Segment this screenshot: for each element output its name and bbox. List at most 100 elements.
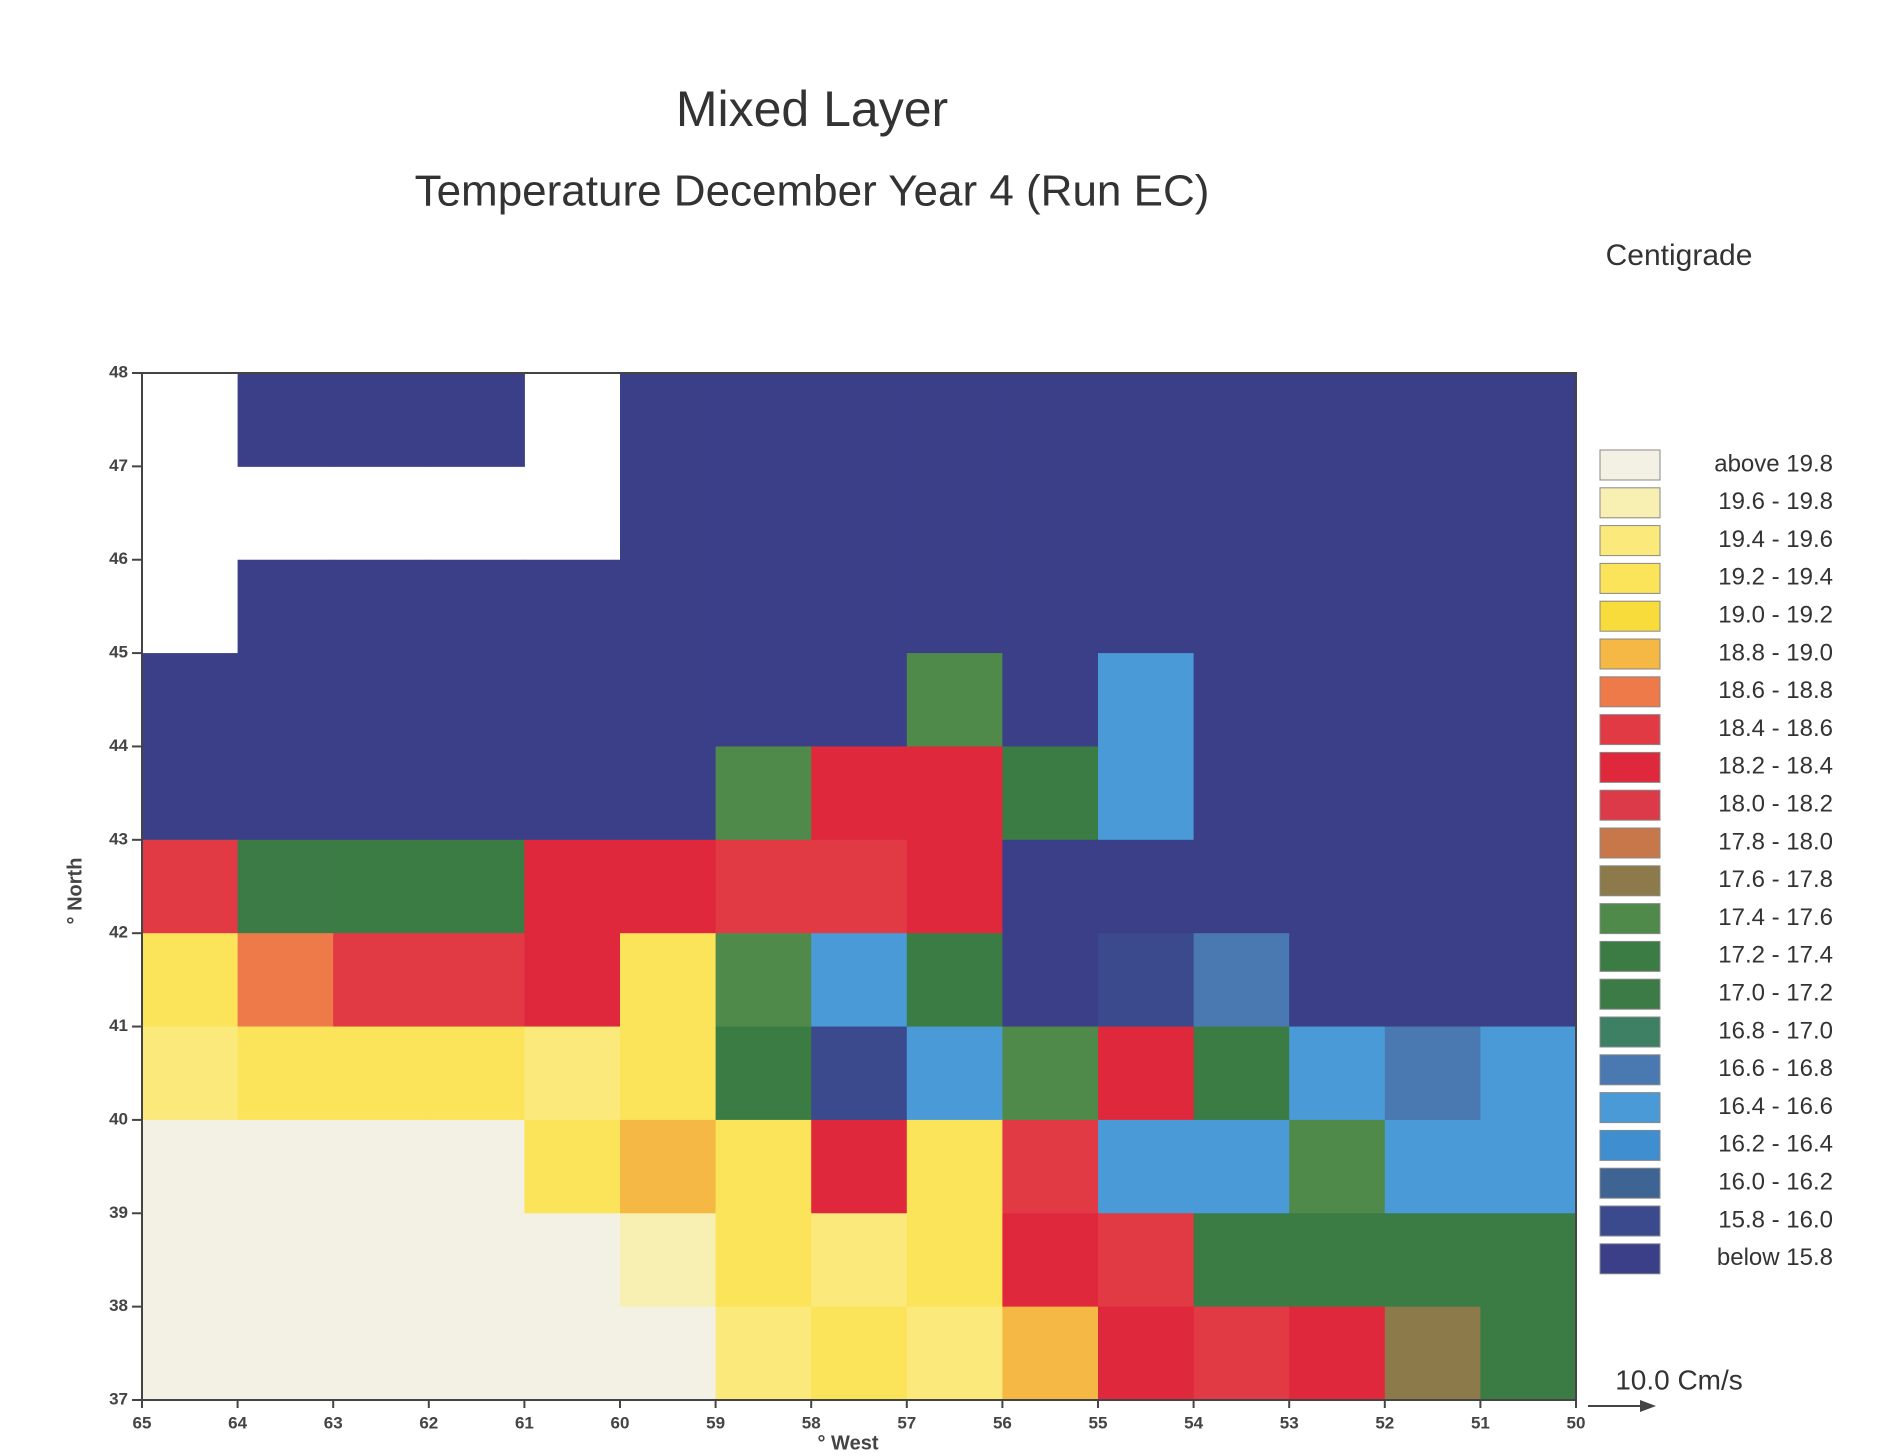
temperature-cell bbox=[1480, 1213, 1577, 1308]
x-tick-label: 58 bbox=[802, 1413, 821, 1432]
temperature-cell bbox=[1193, 746, 1290, 841]
x-tick-label: 63 bbox=[324, 1413, 343, 1432]
temperature-cell bbox=[333, 653, 430, 747]
temperature-cell bbox=[1002, 933, 1099, 1028]
temperature-cell bbox=[620, 653, 717, 747]
temperature-cell bbox=[1384, 746, 1481, 841]
temperature-cell bbox=[1098, 746, 1195, 841]
temperature-cell bbox=[1098, 559, 1195, 654]
x-tick-label: 54 bbox=[1184, 1413, 1203, 1432]
temperature-cell bbox=[620, 746, 717, 841]
legend-swatch bbox=[1599, 714, 1661, 746]
temperature-cell bbox=[1289, 1306, 1386, 1401]
temperature-cell bbox=[1384, 653, 1481, 747]
temperature-cell bbox=[1098, 1026, 1195, 1121]
temperature-cell bbox=[811, 1026, 908, 1121]
temperature-cell bbox=[1480, 1026, 1577, 1121]
temperature-cell bbox=[715, 1213, 812, 1308]
temperature-cell bbox=[1384, 373, 1481, 467]
temperature-cell bbox=[237, 1306, 334, 1401]
temperature-cell bbox=[620, 466, 717, 561]
legend-label: 16.8 - 17.0 bbox=[1718, 1017, 1833, 1044]
legend-swatch bbox=[1599, 827, 1661, 859]
temperature-cell bbox=[1289, 839, 1386, 934]
legend-label: 18.0 - 18.2 bbox=[1718, 791, 1833, 818]
temperature-cell bbox=[1193, 559, 1290, 654]
temperature-cell bbox=[237, 653, 334, 747]
legend-label: 15.8 - 16.0 bbox=[1718, 1206, 1833, 1233]
temperature-cell bbox=[1384, 933, 1481, 1028]
unit-label: Centigrade bbox=[1606, 239, 1753, 272]
temperature-cell bbox=[715, 839, 812, 934]
y-tick-label: 41 bbox=[109, 1016, 128, 1035]
x-tick-label: 52 bbox=[1375, 1413, 1394, 1432]
temperature-cell bbox=[1098, 653, 1195, 747]
legend-swatch bbox=[1599, 751, 1661, 783]
temperature-cell bbox=[1098, 1119, 1195, 1214]
legend-swatch bbox=[1599, 676, 1661, 708]
temperature-cell bbox=[1384, 1026, 1481, 1121]
temperature-cell bbox=[620, 933, 717, 1028]
temperature-cell bbox=[333, 1213, 430, 1308]
legend-swatch bbox=[1599, 865, 1661, 897]
legend-swatch bbox=[1599, 449, 1661, 481]
legend-swatch bbox=[1599, 1054, 1661, 1086]
temperature-cell bbox=[1002, 1026, 1099, 1121]
temperature-cell bbox=[906, 933, 1003, 1028]
temperature-cell bbox=[715, 746, 812, 841]
temperature-cell bbox=[811, 746, 908, 841]
temperature-cell bbox=[620, 1119, 717, 1214]
legend-label: 17.2 - 17.4 bbox=[1718, 942, 1833, 969]
temperature-cell bbox=[1480, 373, 1577, 467]
temperature-cell bbox=[1289, 746, 1386, 841]
temperature-cell bbox=[811, 1306, 908, 1401]
temperature-cell bbox=[906, 466, 1003, 561]
legend-swatch bbox=[1599, 1092, 1661, 1124]
temperature-cell bbox=[811, 1213, 908, 1308]
legend-swatch bbox=[1599, 600, 1661, 632]
x-tick-label: 60 bbox=[611, 1413, 630, 1432]
y-tick-label: 43 bbox=[109, 829, 128, 848]
legend-label: 17.4 - 17.6 bbox=[1718, 904, 1833, 931]
temperature-cell bbox=[811, 559, 908, 654]
temperature-cell bbox=[620, 839, 717, 934]
x-tick-label: 51 bbox=[1471, 1413, 1490, 1432]
temperature-cell bbox=[715, 559, 812, 654]
plot-frame bbox=[141, 372, 1577, 1401]
temperature-cell bbox=[1098, 466, 1195, 561]
temperature-cell bbox=[1289, 559, 1386, 654]
legend-label: 19.0 - 19.2 bbox=[1718, 602, 1833, 629]
temperature-cell bbox=[237, 746, 334, 841]
temperature-cell bbox=[1384, 839, 1481, 934]
temperature-cell bbox=[715, 466, 812, 561]
temperature-cell bbox=[1193, 933, 1290, 1028]
temperature-cell bbox=[142, 933, 239, 1028]
y-tick-label: 45 bbox=[109, 643, 128, 662]
y-tick-label: 38 bbox=[109, 1296, 128, 1315]
temperature-cell bbox=[142, 746, 239, 841]
x-axis-label: ° West bbox=[818, 1432, 879, 1454]
legend-swatch bbox=[1599, 1016, 1661, 1048]
temperature-cell bbox=[428, 933, 525, 1028]
temperature-cell bbox=[620, 373, 717, 467]
temperature-cell bbox=[1002, 653, 1099, 747]
temperature-cell bbox=[524, 653, 621, 747]
legend-label: 16.0 - 16.2 bbox=[1718, 1169, 1833, 1196]
temperature-cell bbox=[1002, 746, 1099, 841]
temperature-cell bbox=[811, 466, 908, 561]
legend-label: below 15.8 bbox=[1717, 1244, 1833, 1271]
legend-label: 17.0 - 17.2 bbox=[1718, 980, 1833, 1007]
temperature-cell bbox=[1002, 1213, 1099, 1308]
temperature-cell bbox=[1098, 933, 1195, 1028]
legend-label: 16.6 - 16.8 bbox=[1718, 1055, 1833, 1082]
temperature-cell bbox=[1480, 653, 1577, 747]
legend-swatch bbox=[1599, 903, 1661, 935]
legend-swatch bbox=[1599, 638, 1661, 670]
legend-label: 19.2 - 19.4 bbox=[1718, 564, 1833, 591]
x-tick-label: 61 bbox=[515, 1413, 534, 1432]
temperature-cell bbox=[811, 653, 908, 747]
temperature-cell bbox=[1384, 1306, 1481, 1401]
temperature-cell bbox=[715, 933, 812, 1028]
legend-swatch bbox=[1599, 1243, 1661, 1275]
